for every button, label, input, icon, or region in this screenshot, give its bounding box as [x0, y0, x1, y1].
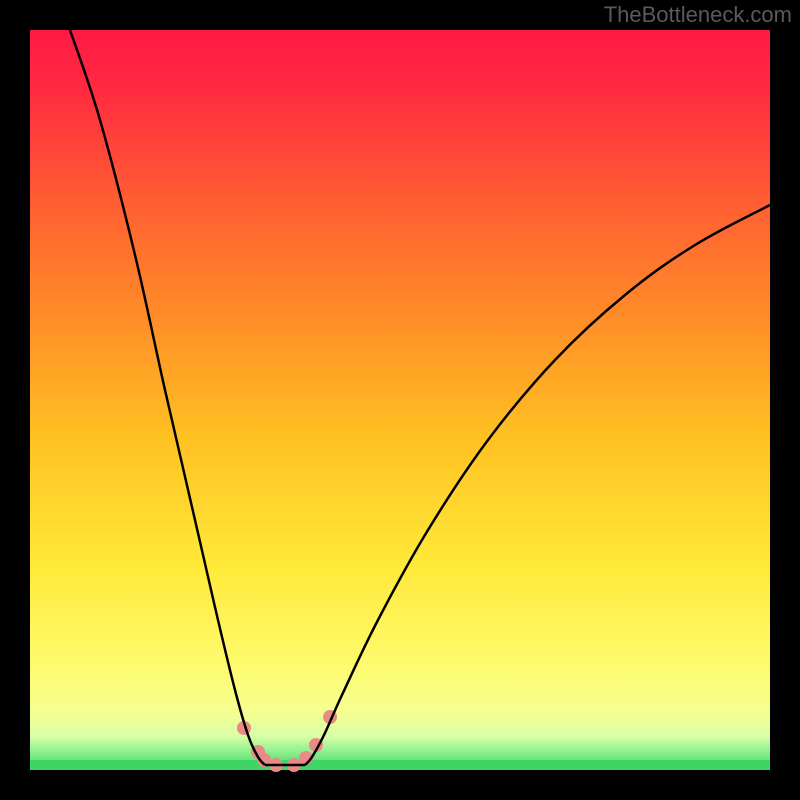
green-bottom-band [30, 760, 770, 770]
gradient-background [30, 30, 770, 770]
bottleneck-chart [0, 0, 800, 800]
watermark-text: TheBottleneck.com [604, 2, 792, 28]
